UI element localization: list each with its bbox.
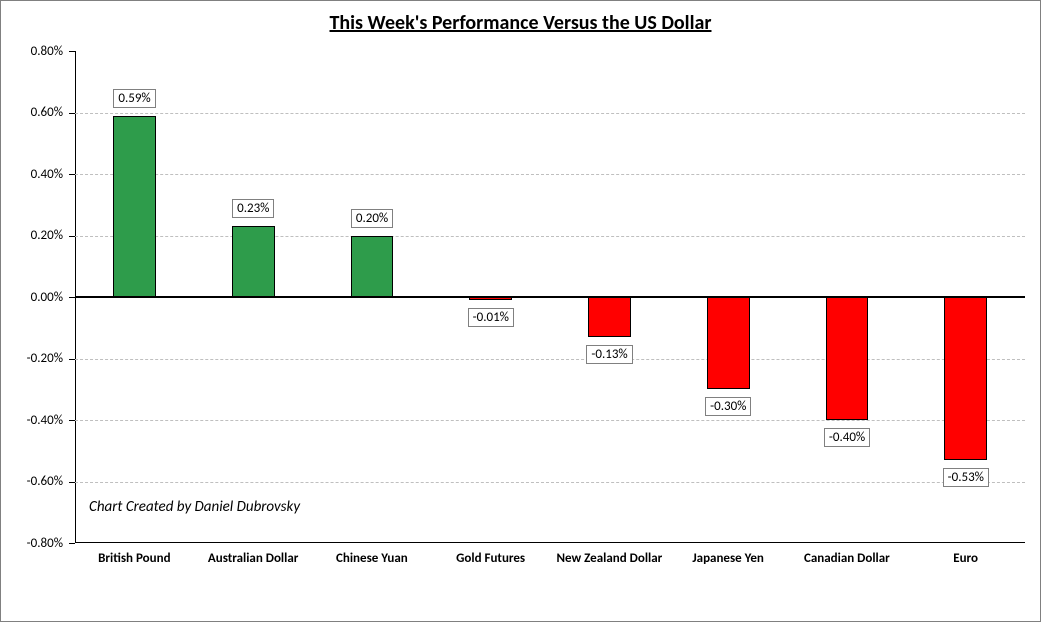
bar-0 [113, 116, 156, 297]
gridline [75, 113, 1025, 114]
x-tick-label-1: Australian Dollar [194, 551, 313, 566]
plot-area: 0.59% 0.23% 0.20% -0.01% -0.13% -0.30% -0.40% -… [75, 51, 1025, 543]
y-tick-label: -0.60% [1, 474, 63, 489]
y-tick [69, 51, 75, 52]
value-label-4: -0.13% [586, 345, 632, 364]
value-label-6: -0.40% [824, 428, 870, 447]
gridline [75, 482, 1025, 483]
y-tick [69, 359, 75, 360]
chart-credit: Chart Created by Daniel Dubrovsky [89, 498, 300, 516]
bar-4 [588, 297, 631, 337]
chart-title: This Week's Performance Versus the US Do… [1, 11, 1040, 35]
gridline [75, 420, 1025, 421]
y-tick-label: 0.60% [1, 105, 63, 120]
y-tick-label: -0.20% [1, 351, 63, 366]
bar-3 [469, 297, 512, 300]
y-tick-label: 0.40% [1, 167, 63, 182]
value-label-1: 0.23% [232, 199, 274, 218]
gridline [75, 359, 1025, 360]
y-tick [69, 297, 75, 298]
value-label-7: -0.53% [943, 468, 989, 487]
y-tick-label: 0.80% [1, 44, 63, 59]
value-label-5: -0.30% [705, 397, 751, 416]
x-tick-label-6: Canadian Dollar [788, 551, 907, 566]
y-tick-label: 0.20% [1, 228, 63, 243]
value-label-2: 0.20% [351, 209, 393, 228]
bar-1 [232, 226, 275, 297]
y-tick [69, 482, 75, 483]
bar-2 [351, 236, 394, 298]
bar-7 [944, 297, 987, 460]
y-tick [69, 113, 75, 114]
y-tick [69, 420, 75, 421]
x-axis [75, 542, 1025, 543]
y-tick [69, 174, 75, 175]
x-tick-label-4: New Zealand Dollar [550, 551, 669, 566]
value-label-3: -0.01% [468, 308, 514, 327]
gridline [75, 236, 1025, 237]
y-tick [69, 236, 75, 237]
y-tick [69, 543, 75, 544]
y-tick-label: 0.00% [1, 290, 63, 305]
zero-line [75, 296, 1025, 298]
chart-frame: This Week's Performance Versus the US Do… [0, 0, 1041, 622]
value-label-0: 0.59% [113, 89, 155, 108]
y-tick-label: -0.80% [1, 536, 63, 551]
x-tick-label-3: Gold Futures [431, 551, 550, 566]
y-tick-label: -0.40% [1, 413, 63, 428]
x-tick-label-2: Chinese Yuan [313, 551, 432, 566]
x-tick-label-5: Japanese Yen [669, 551, 788, 566]
x-tick-label-0: British Pound [75, 551, 194, 566]
bar-5 [707, 297, 750, 389]
gridline [75, 174, 1025, 175]
bar-6 [826, 297, 869, 420]
x-tick-label-7: Euro [906, 551, 1025, 566]
